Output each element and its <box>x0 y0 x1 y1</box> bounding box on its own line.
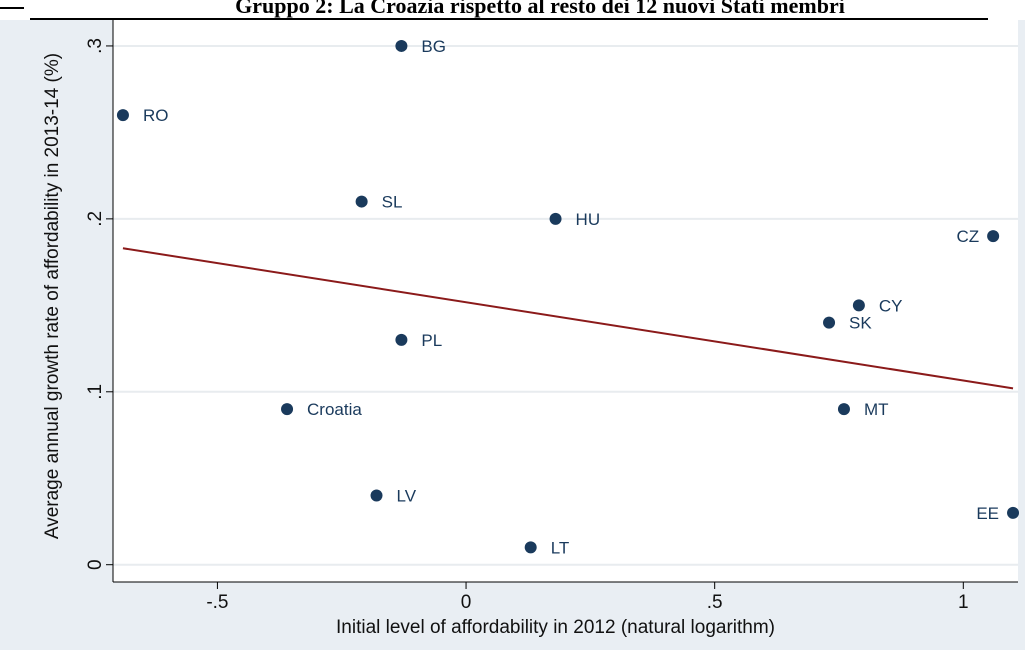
data-point-label: PL <box>421 331 442 350</box>
data-point-label: CZ <box>956 227 979 246</box>
x-tick-label: 0 <box>461 592 472 613</box>
plot-area <box>113 20 1018 582</box>
x-tick-label: -.5 <box>206 592 228 613</box>
title-left-rule <box>0 7 24 9</box>
scatter-chart: 0 .1 .2 .3 -.5 0 .5 1 Initial level of affordabi… <box>0 20 1025 650</box>
x-tick-label: 1 <box>958 592 969 613</box>
data-point-label: LT <box>551 538 570 557</box>
data-point-label: Croatia <box>307 400 362 419</box>
y-axis-title: Average annual growth rate of affordabil… <box>42 53 63 539</box>
data-point <box>395 333 408 346</box>
data-point-label: EE <box>976 504 999 523</box>
data-point-label: SL <box>382 193 403 212</box>
data-point <box>549 212 562 225</box>
data-point <box>355 195 368 208</box>
page-heading: Gruppo 2: La Croazia rispetto al resto d… <box>235 0 845 18</box>
data-point-label: HU <box>576 210 601 229</box>
data-point <box>281 403 294 416</box>
data-point <box>370 489 383 502</box>
fit-line <box>122 247 1014 390</box>
data-point <box>823 316 836 329</box>
y-tick-label: .3 <box>85 38 106 54</box>
x-tick-label: .5 <box>707 592 723 613</box>
y-tick-label: 0 <box>85 559 106 570</box>
data-point-label: CY <box>879 296 903 315</box>
title-underline <box>30 18 988 20</box>
data-point-label: SK <box>849 314 872 333</box>
data-point-label: BG <box>421 37 446 56</box>
data-point <box>852 299 865 312</box>
data-point-label: LV <box>397 487 417 506</box>
y-tick-label: .1 <box>85 384 106 400</box>
data-point-label: MT <box>864 400 889 419</box>
data-point-label: RO <box>143 106 169 125</box>
data-point <box>395 39 408 52</box>
y-tick-label: .2 <box>85 211 106 227</box>
data-point <box>116 109 129 122</box>
data-point <box>837 403 850 416</box>
x-axis-title: Initial level of affordability in 2012 (… <box>336 617 775 638</box>
data-point <box>524 541 537 554</box>
data-point <box>1007 506 1020 519</box>
data-point <box>987 230 1000 243</box>
